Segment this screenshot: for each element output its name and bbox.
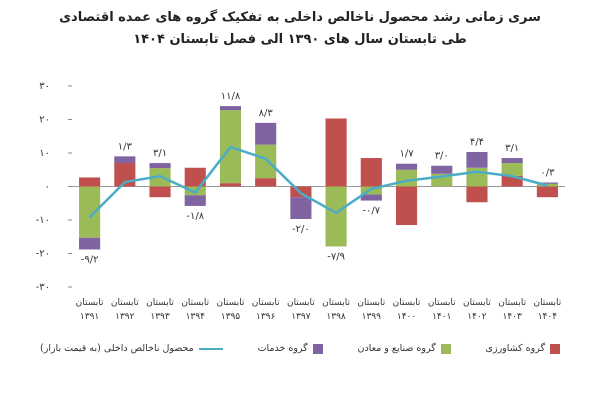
data-label: -۷/۹ [327, 251, 345, 262]
legend-swatch [440, 343, 451, 354]
x-tick-label: تابستان ۱۳۹۴ [181, 298, 210, 322]
data-label: -۱/۸ [186, 211, 204, 222]
bar-segment [114, 156, 136, 164]
legend-label: محصول ناخالص داخلی (به قیمت بازار) [40, 343, 194, 354]
data-label: ۳/۰ [435, 151, 449, 162]
bar-segment [79, 237, 101, 250]
bar-segment [255, 122, 277, 145]
x-tick-label: تابستان ۱۴۰۴ [533, 298, 562, 322]
data-label: ۸/۳ [259, 108, 274, 119]
bar-segment [395, 163, 418, 170]
chart-subtitle: طی تابستان سال های ۱۳۹۰ الی فصل تابستان … [133, 32, 467, 47]
x-tick-label: تابستان ۱۳۹۳ [146, 298, 174, 322]
bar-segment [79, 177, 101, 187]
legend: گروه کشاورزی گروه صنایع و معادن گروه خدمات… [40, 343, 560, 354]
bar-segment [466, 186, 488, 203]
legend-swatch [550, 343, 560, 354]
x-tick-label: تابستان ۱۳۹۹ [357, 298, 386, 322]
bar-segment [501, 175, 523, 187]
bar-segment [219, 106, 242, 111]
data-label: ۰/۳ [540, 167, 555, 178]
data-label: ۳/۱ [153, 148, 167, 159]
bar-segment [255, 144, 277, 179]
chart-title: سری زمانی رشد محصول ناخالص داخلی به تفکی… [59, 10, 541, 25]
bar-segment [501, 158, 523, 164]
x-tick-label: تابستان ۱۳۹۲ [110, 298, 139, 322]
y-tick-label: -۲۰ [36, 249, 50, 260]
y-tick-label: ۰ [45, 182, 50, 193]
data-label: ۳/۱ [505, 143, 519, 154]
bar-segment [466, 151, 488, 168]
bar-segment [290, 197, 312, 219]
bar-segment [79, 186, 101, 238]
bar-segment [149, 163, 171, 169]
legend-label: گروه کشاورزی [485, 343, 545, 354]
legend-swatch [312, 343, 323, 354]
bar-segment [536, 186, 558, 198]
x-tick-label: تابستان ۱۳۹۶ [251, 298, 280, 322]
x-tick-label: تابستان ۱۳۹۱ [75, 298, 104, 322]
y-tick-label: ۳۰ [39, 81, 50, 92]
bar-segment [325, 186, 347, 247]
bar-segment [219, 183, 242, 187]
x-tick-label: تابستان ۱۳۹۸ [322, 298, 351, 322]
y-tick-label: -۱۰ [36, 215, 50, 226]
bar-segment [255, 178, 277, 187]
data-label: ۱۱/۸ [221, 91, 241, 102]
x-tick-label: تابستان ۱۴۰۲ [463, 298, 491, 322]
data-label: -۹/۲ [81, 254, 99, 265]
data-label: -۲/۰ [292, 224, 310, 235]
bar-segment [536, 182, 558, 184]
bar-segment [149, 186, 171, 198]
data-label: ۱/۳ [118, 141, 133, 152]
bar-segment [395, 169, 418, 187]
bar-segment [395, 186, 418, 226]
bar-segment [184, 195, 206, 206]
legend-item: گروه کشاورزی [486, 343, 560, 354]
bar-segment [360, 158, 382, 187]
bar-segment [501, 163, 523, 176]
bar-segment [360, 186, 382, 195]
data-label: -۰/۷ [362, 206, 380, 217]
bar-segment [431, 165, 453, 174]
legend-item: گروه خدمات [258, 343, 323, 354]
legend-item: محصول ناخالص داخلی (به قیمت بازار) [40, 343, 223, 354]
y-tick-label: ۱۰ [39, 148, 50, 159]
x-tick-label: تابستان ۱۳۹۷ [286, 298, 315, 322]
x-tick-label: تابستان ۱۳۹۵ [216, 298, 245, 322]
bar-segment [184, 167, 206, 187]
legend-item: گروه صنایع و معادن [357, 343, 451, 354]
bar-segment [325, 118, 347, 187]
data-label: ۴/۴ [470, 137, 484, 148]
y-tick-label: ۲۰ [39, 115, 50, 126]
legend-label: گروه صنایع و معادن [357, 343, 436, 354]
y-tick-label: -۳۰ [36, 282, 50, 293]
legend-swatch [198, 347, 223, 350]
x-tick-label: تابستان ۱۴۰۱ [427, 298, 456, 322]
x-tick-label: تابستان ۱۴۰۳ [498, 298, 527, 322]
line [88, 145, 548, 219]
legend-label: گروه خدمات [257, 343, 308, 354]
x-tick-label: تابستان ۱۴۰۰ [392, 298, 421, 322]
data-label: ۱/۷ [399, 149, 414, 160]
bar-segment [360, 194, 382, 201]
